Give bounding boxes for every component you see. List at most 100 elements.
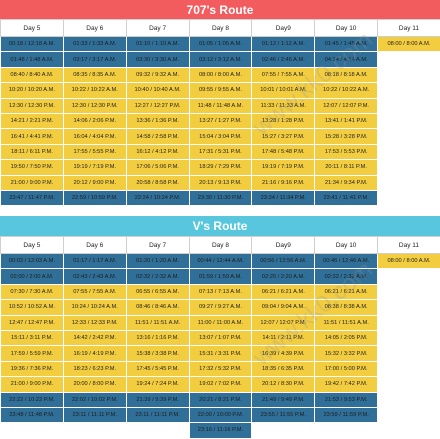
day-header: Day 11: [378, 237, 440, 254]
schedule-row: 10:52 / 10:52 A.M.10:24 / 10:24 A.M.08:4…: [1, 300, 440, 315]
time-cell: [378, 361, 440, 376]
time-cell: 02:46 / 2:46 A.M.: [252, 52, 315, 67]
time-cell: [378, 346, 440, 361]
time-cell: 08:00 / 8:00 A.M.: [378, 254, 440, 269]
time-cell: 01:45 / 1:45 A.M.: [315, 37, 378, 52]
time-cell: 10:20 / 10:20 A.M.: [1, 83, 64, 98]
time-cell: [378, 284, 440, 299]
time-cell: 00:03 / 12:03 A.M.: [1, 254, 64, 269]
time-cell: 13:36 / 1:36 P.M.: [126, 113, 189, 128]
time-cell: 23:48 / 11:48 P.M.: [1, 407, 64, 422]
time-cell: 11:51 / 11:51 A.M.: [315, 315, 378, 330]
time-cell: 21:00 / 9:00 P.M.: [1, 377, 64, 392]
time-cell: 17:32 / 5:32 P.M.: [189, 361, 252, 376]
time-cell: 20:11 / 8:11 P.M.: [315, 160, 378, 175]
time-cell: [378, 377, 440, 392]
time-cell: 21:16 / 9:16 P.M.: [252, 175, 315, 190]
schedule-row: 12:30 / 12:30 P.M.12:30 / 12:30 P.M.12:2…: [1, 98, 440, 113]
schedule-row: 23:48 / 11:48 P.M.23:11 / 11:11 P.M.23:1…: [1, 407, 440, 422]
time-cell: 15:38 / 3:38 P.M.: [126, 346, 189, 361]
time-cell: 14:42 / 2:42 P.M.: [63, 330, 126, 345]
time-cell: 17:45 / 5:45 P.M.: [126, 361, 189, 376]
time-cell: 13:16 / 1:16 P.M.: [126, 330, 189, 345]
time-cell: 01:17 / 1:17 A.M.: [63, 254, 126, 269]
time-cell: 01:59 / 1:59 A.M.: [189, 269, 252, 284]
time-cell: [378, 330, 440, 345]
day-header: Day9: [252, 20, 315, 37]
time-cell: 02:32 / 2:32 A.M.: [126, 269, 189, 284]
time-cell: [378, 67, 440, 82]
time-cell: 23:11 / 11:11 P.M.: [63, 407, 126, 422]
time-cell: 11:33 / 11:33 A.M.: [252, 98, 315, 113]
time-cell: 19:02 / 7:02 P.M.: [189, 377, 252, 392]
time-cell: 18:35 / 6:35 P.M.: [252, 361, 315, 376]
time-cell: [378, 98, 440, 113]
time-cell: 11:48 / 11:48 A.M.: [189, 98, 252, 113]
day-header: Day 8: [189, 20, 252, 37]
day-header: Day 6: [63, 20, 126, 37]
time-cell: [378, 269, 440, 284]
time-cell: 08:35 / 8:35 A.M.: [63, 67, 126, 82]
time-cell: 16:41 / 4:41 P.M.: [1, 129, 64, 144]
time-cell: 00:18 / 12:18 A.M.: [1, 37, 64, 52]
time-cell: 17:53 / 5:53 P.M.: [315, 144, 378, 159]
time-cell: 01:48 / 1:48 A.M.: [1, 52, 64, 67]
time-cell: [378, 83, 440, 98]
time-cell: 22:00 / 10:00 P.M.: [189, 407, 252, 422]
time-cell: 09:32 / 9:32 A.M.: [126, 67, 189, 82]
time-cell: 15:32 / 3:32 P.M.: [315, 346, 378, 361]
time-cell: 03:17 / 3:17 A.M.: [63, 52, 126, 67]
time-cell: 22:59 / 10:59 P.M.: [63, 190, 126, 205]
time-cell: 09:55 / 9:55 A.M.: [189, 83, 252, 98]
day-header: Day 7: [126, 20, 189, 37]
time-cell: 14:05 / 2:05 P.M.: [315, 330, 378, 345]
time-cell: [378, 407, 440, 422]
day-header: Day 8: [189, 237, 252, 254]
time-cell: 19:42 / 7:42 P.M.: [315, 377, 378, 392]
time-cell: 01:10 / 1:10 A.M.: [126, 37, 189, 52]
time-cell: 12:27 / 12:27 P.M.: [126, 98, 189, 113]
time-cell: 22:02 / 10:02 P.M.: [63, 392, 126, 407]
time-cell: [63, 423, 126, 438]
time-cell: 23:47 / 11:47 P.M.: [1, 190, 64, 205]
time-cell: 13:27 / 1:27 P.M.: [189, 113, 252, 128]
time-cell: 12:30 / 12:30 P.M.: [63, 98, 126, 113]
time-cell: 14:58 / 2:58 P.M.: [126, 129, 189, 144]
time-cell: 08:38 / 8:38 A.M.: [315, 300, 378, 315]
schedule-row: 14:21 / 2:21 P.M.14:06 / 2:06 P.M.13:36 …: [1, 113, 440, 128]
time-cell: 06:21 / 6:21 A.M.: [252, 284, 315, 299]
time-cell: 10:24 / 10:24 A.M.: [63, 300, 126, 315]
time-cell: 01:20 / 1:20 A.M.: [126, 254, 189, 269]
time-cell: 22:22 / 10:22 P.M.: [1, 392, 64, 407]
time-cell: 08:00 / 8:00 A.M.: [189, 67, 252, 82]
time-cell: [378, 113, 440, 128]
time-cell: 23:30 / 11:30 P.M.: [189, 190, 252, 205]
time-cell: 12:33 / 12:33 P.M.: [63, 315, 126, 330]
time-cell: 08:00 / 8:00 A.M.: [378, 37, 440, 52]
time-cell: [1, 423, 64, 438]
time-cell: 11:51 / 11:51 A.M.: [126, 315, 189, 330]
time-cell: 12:30 / 12:30 P.M.: [1, 98, 64, 113]
time-cell: 19:24 / 7:24 P.M.: [126, 377, 189, 392]
schedule-row: 00:03 / 12:03 A.M.01:17 / 1:17 A.M.01:20…: [1, 254, 440, 269]
day-header: Day 5: [1, 237, 64, 254]
day-header: Day 10: [315, 237, 378, 254]
route-v-title: V's Route: [0, 216, 440, 236]
schedule-row: 16:41 / 4:41 P.M.16:04 / 4:04 P.M.14:58 …: [1, 129, 440, 144]
time-cell: 02:20 / 2:20 A.M.: [252, 269, 315, 284]
time-cell: 13:41 / 1:41 P.M.: [315, 113, 378, 128]
time-cell: 07:13 / 7:13 A.M.: [189, 284, 252, 299]
schedule-row: 22:22 / 10:22 P.M.22:02 / 10:02 P.M.21:3…: [1, 392, 440, 407]
schedule-row: 23:47 / 11:47 P.M.22:59 / 10:59 P.M.22:2…: [1, 190, 440, 205]
time-cell: 14:11 / 2:11 P.M.: [252, 330, 315, 345]
time-cell: 08:18 / 8:18 A.M.: [315, 67, 378, 82]
day-header: Day9: [252, 237, 315, 254]
time-cell: 22:24 / 10:24 P.M.: [126, 190, 189, 205]
time-cell: 02:00 / 2:00 A.M.: [1, 269, 64, 284]
time-cell: 18:29 / 7:29 P.M.: [189, 160, 252, 175]
time-cell: 10:22 / 10:22 A.M.: [63, 83, 126, 98]
time-cell: [378, 160, 440, 175]
time-cell: 10:52 / 10:52 A.M.: [1, 300, 64, 315]
time-cell: 21:00 / 9:00 P.M.: [1, 175, 64, 190]
